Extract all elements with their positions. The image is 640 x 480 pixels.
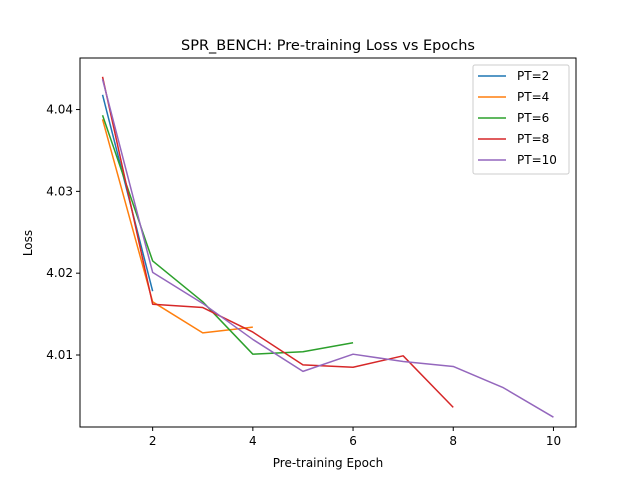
legend-entry: PT=2	[517, 69, 549, 83]
legend-entry: PT=6	[517, 111, 549, 125]
series-line-pt-4	[101, 119, 253, 334]
y-tick-label: 4.04	[46, 103, 73, 117]
x-axis-label: Pre-training Epoch	[273, 456, 383, 470]
y-axis: 4.01 4.02 4.03 4.04	[46, 103, 80, 362]
y-axis-label: Loss	[21, 230, 35, 256]
legend-entry: PT=4	[517, 90, 549, 104]
series-line-pt-6	[101, 115, 354, 355]
legend-box	[472, 64, 570, 175]
x-tick-label: 2	[149, 434, 157, 448]
legend-entry: PT=8	[517, 132, 549, 146]
plot-frame	[79, 57, 577, 428]
x-axis: 2 4 6 8 10	[149, 427, 561, 448]
series-line-pt-8	[101, 76, 454, 408]
x-tick-label: 6	[349, 434, 357, 448]
y-tick-label: 4.03	[46, 184, 73, 198]
series-line-pt-10	[101, 79, 554, 418]
chart-title: SPR_BENCH: Pre-training Loss vs Epochs	[181, 38, 475, 54]
legend-entry: PT=10	[517, 153, 557, 167]
x-tick-label: 10	[546, 434, 561, 448]
y-tick-label: 4.02	[46, 266, 73, 280]
y-tick-label: 4.01	[46, 348, 73, 362]
x-tick-label: 4	[249, 434, 257, 448]
series-lines	[101, 76, 554, 418]
legend: PT=2 PT=4 PT=6 PT=8 PT=10	[472, 64, 570, 175]
x-tick-label: 8	[449, 434, 457, 448]
